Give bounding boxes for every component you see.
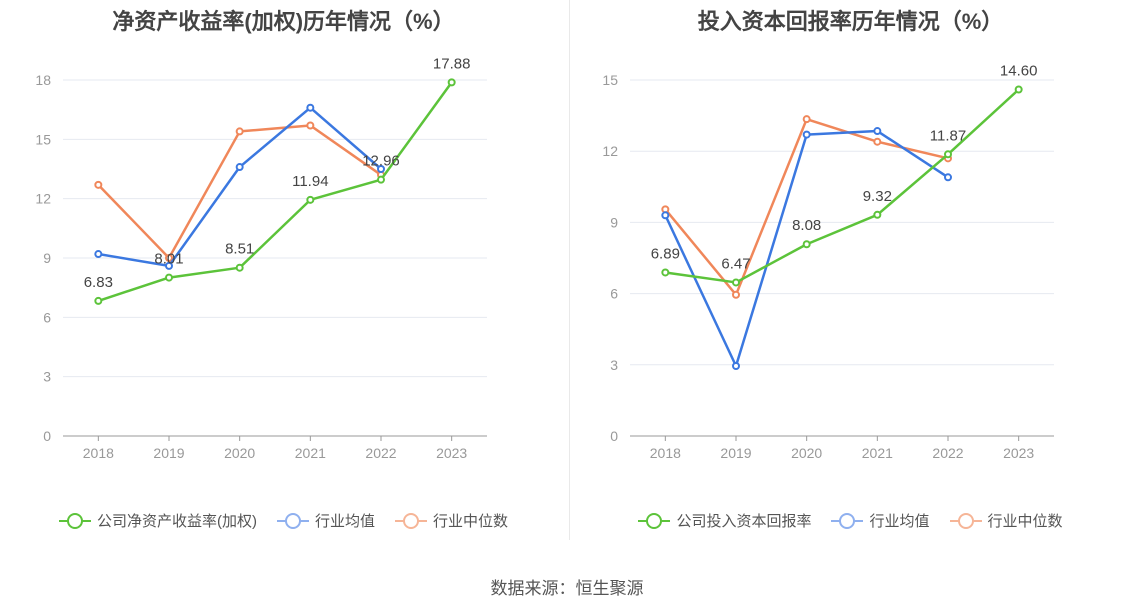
data-label: 12.96 [362, 153, 400, 170]
data-label: 11.94 [292, 173, 328, 190]
data-label: 9.32 [863, 188, 892, 205]
data-point-company[interactable] [944, 150, 952, 159]
data-point-median[interactable] [802, 115, 811, 124]
data-point-company[interactable] [802, 240, 811, 249]
legend-item-company[interactable]: 公司投入资本回报率 [638, 510, 811, 531]
data-label: 6.47 [721, 255, 750, 272]
x-tick-label: 2022 [365, 445, 396, 460]
y-tick-label: 6 [610, 286, 618, 302]
x-tick-label: 2021 [295, 445, 326, 460]
data-point-median[interactable] [235, 127, 244, 136]
legend-avg-swatch-icon [831, 512, 864, 529]
x-tick-label: 2021 [862, 445, 893, 460]
data-point-median[interactable] [732, 290, 740, 299]
y-tick-label: 9 [610, 214, 618, 230]
legend-label: 行业中位数 [987, 513, 1063, 530]
legend-label: 公司净资产收益率(加权) [96, 513, 257, 530]
x-tick-label: 2018 [83, 445, 114, 460]
data-point-company[interactable] [1014, 85, 1023, 94]
y-tick-label: 0 [610, 428, 618, 444]
x-tick-label: 2022 [932, 445, 963, 460]
y-tick-label: 3 [610, 357, 618, 373]
data-point-company[interactable] [377, 175, 385, 184]
data-source: 数据来源：恒生聚源 [490, 579, 644, 598]
legend-median-swatch-icon [395, 512, 427, 529]
x-tick-label: 2018 [650, 445, 681, 460]
y-tick-label: 9 [43, 250, 51, 266]
x-tick-label: 2023 [436, 445, 467, 460]
legend-item-avg[interactable]: 行业均值 [831, 510, 930, 531]
data-point-median[interactable] [165, 254, 173, 262]
data-point-company[interactable] [165, 273, 173, 282]
series-line-company [665, 88, 1020, 284]
series-line-median [664, 117, 949, 297]
roe-line-chart: 0 3 6 9 12 15 18 2018 2019 2020 2021 2022 2023 6.83 8.… [35, 55, 487, 460]
series-line-avg [664, 129, 949, 368]
data-point-company[interactable] [94, 296, 103, 305]
legend-item-company[interactable]: 公司净资产收益率(加权) [58, 510, 257, 531]
data-label: 6.89 [651, 245, 680, 262]
legend-median-swatch-icon [949, 512, 982, 529]
data-label: 14.60 [1000, 62, 1038, 79]
x-tick-label: 2023 [1003, 445, 1034, 460]
legend-label: 行业均值 [869, 513, 930, 530]
legend-company-swatch-icon [638, 512, 671, 529]
data-point-company[interactable] [873, 210, 882, 219]
y-tick-label: 0 [43, 428, 51, 444]
chart-title: 投入资本回报率历年情况（%） [697, 9, 1004, 34]
roic-chart-panel: 投入资本回报率历年情况（%） 0 3 6 9 12 15 2018 2019 2020 2021 2… [567, 0, 1134, 560]
y-tick-label: 18 [35, 72, 51, 88]
roic-line-chart: 0 3 6 9 12 15 2018 2019 2020 2021 2022 2023 6.89 6.47… [602, 62, 1054, 460]
legend: 公司投入资本回报率 行业均值 行业中位数 [567, 510, 1134, 531]
data-point-median[interactable] [306, 121, 315, 130]
legend-item-median[interactable]: 行业中位数 [949, 510, 1063, 531]
x-tick-label: 2020 [791, 445, 822, 460]
y-tick-label: 3 [43, 369, 51, 385]
x-tick-label: 2020 [224, 445, 255, 460]
legend-label: 公司投入资本回报率 [676, 513, 812, 530]
data-label: 8.01 [154, 251, 183, 268]
data-point-median[interactable] [873, 137, 882, 146]
data-label: 17.88 [433, 55, 471, 72]
data-point-avg[interactable] [732, 361, 740, 370]
chart-title: 净资产收益率(加权)历年情况（%） [112, 9, 455, 34]
legend-avg-swatch-icon [276, 512, 309, 529]
data-point-avg[interactable] [377, 165, 385, 173]
roe-chart-panel: 净资产收益率(加权)历年情况（%） 0 3 6 9 12 15 18 2018 2019 2020… [0, 0, 567, 560]
data-label: 11.87 [930, 127, 966, 144]
data-point-avg[interactable] [94, 250, 103, 259]
data-point-avg[interactable] [661, 211, 670, 220]
y-tick-label: 12 [35, 191, 51, 207]
legend-label: 行业中位数 [433, 513, 509, 530]
legend-item-avg[interactable]: 行业均值 [276, 510, 375, 531]
series-line-company [97, 81, 453, 303]
data-point-median[interactable] [94, 180, 103, 189]
y-tick-label: 15 [35, 131, 51, 147]
data-label: 6.83 [84, 274, 113, 291]
data-point-company[interactable] [732, 278, 740, 287]
legend: 公司净资产收益率(加权) 行业均值 行业中位数 [0, 510, 567, 531]
data-point-company[interactable] [306, 195, 315, 204]
legend-item-median[interactable]: 行业中位数 [395, 510, 508, 531]
data-point-avg[interactable] [802, 130, 811, 139]
data-point-avg[interactable] [235, 163, 244, 172]
data-label: 8.08 [792, 217, 821, 234]
data-point-avg[interactable] [944, 173, 952, 182]
legend-company-swatch-icon [58, 512, 91, 529]
data-point-avg[interactable] [165, 261, 173, 270]
y-tick-label: 6 [43, 309, 51, 325]
y-tick-label: 15 [602, 72, 618, 88]
data-point-company[interactable] [235, 263, 244, 272]
data-point-avg[interactable] [873, 127, 882, 136]
x-tick-label: 2019 [153, 445, 184, 460]
panel-divider [569, 0, 570, 540]
data-label: 8.51 [225, 241, 254, 258]
data-point-company[interactable] [661, 268, 670, 277]
data-point-avg[interactable] [306, 103, 315, 112]
x-tick-label: 2019 [720, 445, 751, 460]
legend-label: 行业均值 [314, 513, 375, 530]
data-point-company[interactable] [447, 78, 456, 87]
y-tick-label: 12 [602, 143, 618, 159]
